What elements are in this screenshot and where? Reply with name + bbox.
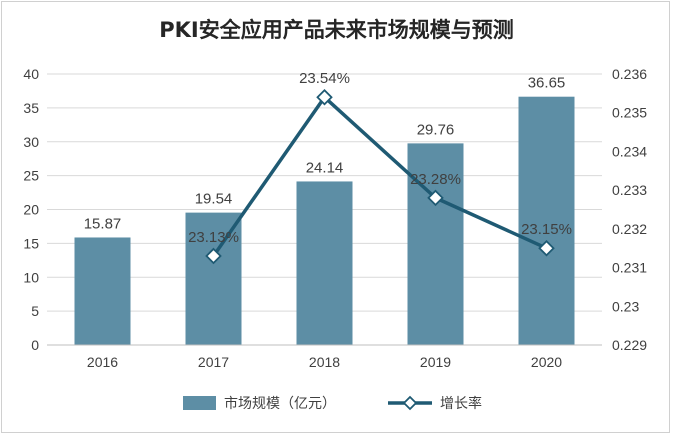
legend: 市场规模（亿元） 增长率 [183,395,482,412]
y2-tick-label: 0.235 [612,105,647,121]
bar-value-label: 24.14 [306,159,344,176]
bar-value-label: 29.76 [417,121,455,138]
growth-line [212,95,548,257]
line-value-label: 23.15% [521,221,572,238]
line-marker [538,239,555,257]
y2-tick-label: 0.232 [612,221,647,237]
line-value-label: 23.54% [299,70,350,87]
y2-tick-label: 0.233 [612,182,647,198]
y2-tick-label: 0.229 [612,337,647,353]
chart-title: PKI安全应用产品未来市场规模与预测 [159,18,514,42]
line-series [205,88,555,265]
legend-label-line: 增长率 [440,395,482,412]
y2-tick-label: 0.236 [612,66,647,82]
y-tick-label: 40 [23,66,39,82]
line-marker [427,189,444,207]
bar [407,143,464,345]
x-tick-label: 2017 [198,354,229,370]
y-tick-label: 10 [23,269,39,285]
line-value-label: 23.28% [410,171,461,188]
bar [518,96,575,345]
bar-value-label: 19.54 [195,191,233,208]
bar-value-label: 36.65 [528,75,566,92]
x-tick-label: 2016 [87,354,118,370]
legend-swatch-bar [183,396,216,410]
x-tick-label: 2019 [420,354,451,370]
legend-marker [402,395,418,411]
y2-tick-label: 0.23 [612,298,639,314]
data-labels: 15.87 19.54 24.14 29.76 36.65 23.13% 23.54% 23.… [84,70,572,246]
y2-tick-label: 0.231 [612,260,647,276]
bar-value-label: 15.87 [84,215,122,232]
bar [74,237,131,345]
y-tick-label: 25 [23,168,39,184]
y-tick-label: 5 [31,303,39,319]
bar [185,212,242,345]
line-value-label: 23.13% [188,229,239,246]
legend-label-bar: 市场规模（亿元） [224,395,336,412]
x-tick-label: 2020 [531,354,562,370]
x-tick-label: 2018 [309,354,340,370]
line-marker [205,247,222,265]
y-tick-label: 30 [23,134,39,150]
y-tick-label: 0 [31,337,39,353]
y-tick-label: 35 [23,100,39,116]
bar-series [74,96,575,345]
y-tick-label: 20 [23,202,39,218]
y-tick-label: 15 [23,235,39,251]
bar [296,181,353,345]
axes: 0 5 10 15 20 25 30 35 40 0.229 0.23 0.231 0.232 0.233… [23,66,647,370]
y2-tick-label: 0.234 [612,143,647,159]
line-marker [316,88,333,106]
